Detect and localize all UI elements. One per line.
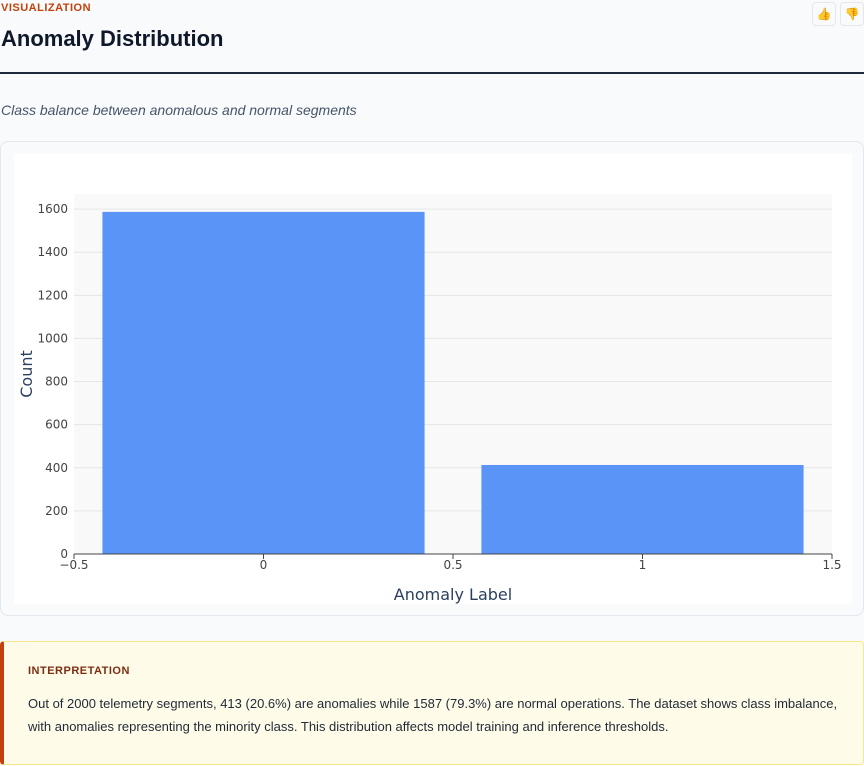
y-axis-title: Count — [17, 350, 36, 398]
x-tick-label: 0 — [260, 558, 268, 572]
y-tick-label: 400 — [45, 461, 68, 475]
chart-card: 0 200 400 600 800 1000 1200 1400 1600 −0.5 0 0.5 1 1.… — [0, 141, 864, 616]
interpretation-label: INTERPRETATION — [28, 665, 130, 677]
y-tick-label: 1200 — [37, 288, 68, 302]
thumbs-up-button[interactable]: 👍 — [812, 2, 836, 26]
page-title: Anomaly Distribution — [1, 26, 224, 51]
x-tick-label: 1 — [639, 558, 647, 572]
bar-0 — [102, 211, 425, 554]
chart-container: 0 200 400 600 800 1000 1200 1400 1600 −0.5 0 0.5 1 1.… — [14, 154, 852, 604]
y-tick-label: 200 — [45, 504, 68, 518]
section-eyebrow: VISUALIZATION — [1, 2, 92, 14]
chart-subtitle: Class balance between anomalous and norm… — [1, 102, 357, 118]
x-axis-title: Anomaly Label — [394, 585, 512, 604]
y-tick-label: 1400 — [37, 245, 68, 259]
thumbs-down-button[interactable]: 👎 — [840, 2, 864, 26]
y-tick-label: 800 — [45, 375, 68, 389]
y-tick-label: 0 — [60, 547, 68, 561]
interpretation-text: Out of 2000 telemetry segments, 413 (20.… — [28, 696, 838, 734]
y-tick-label: 600 — [45, 418, 68, 432]
feedback-buttons: 👍 👎 — [812, 2, 864, 26]
y-tick-label: 1600 — [37, 202, 68, 216]
interpretation-panel: INTERPRETATION Out of 2000 telemetry seg… — [0, 641, 864, 765]
x-tick-label: 0.5 — [443, 558, 462, 572]
y-tick-label: 1000 — [37, 331, 68, 345]
x-tick-label: 1.5 — [822, 558, 841, 572]
thumbs-up-icon: 👍 — [816, 7, 832, 21]
x-tick-label: −0.5 — [59, 558, 88, 572]
bar-1 — [481, 464, 804, 554]
header-divider — [0, 72, 864, 74]
thumbs-down-icon: 👎 — [844, 7, 860, 21]
